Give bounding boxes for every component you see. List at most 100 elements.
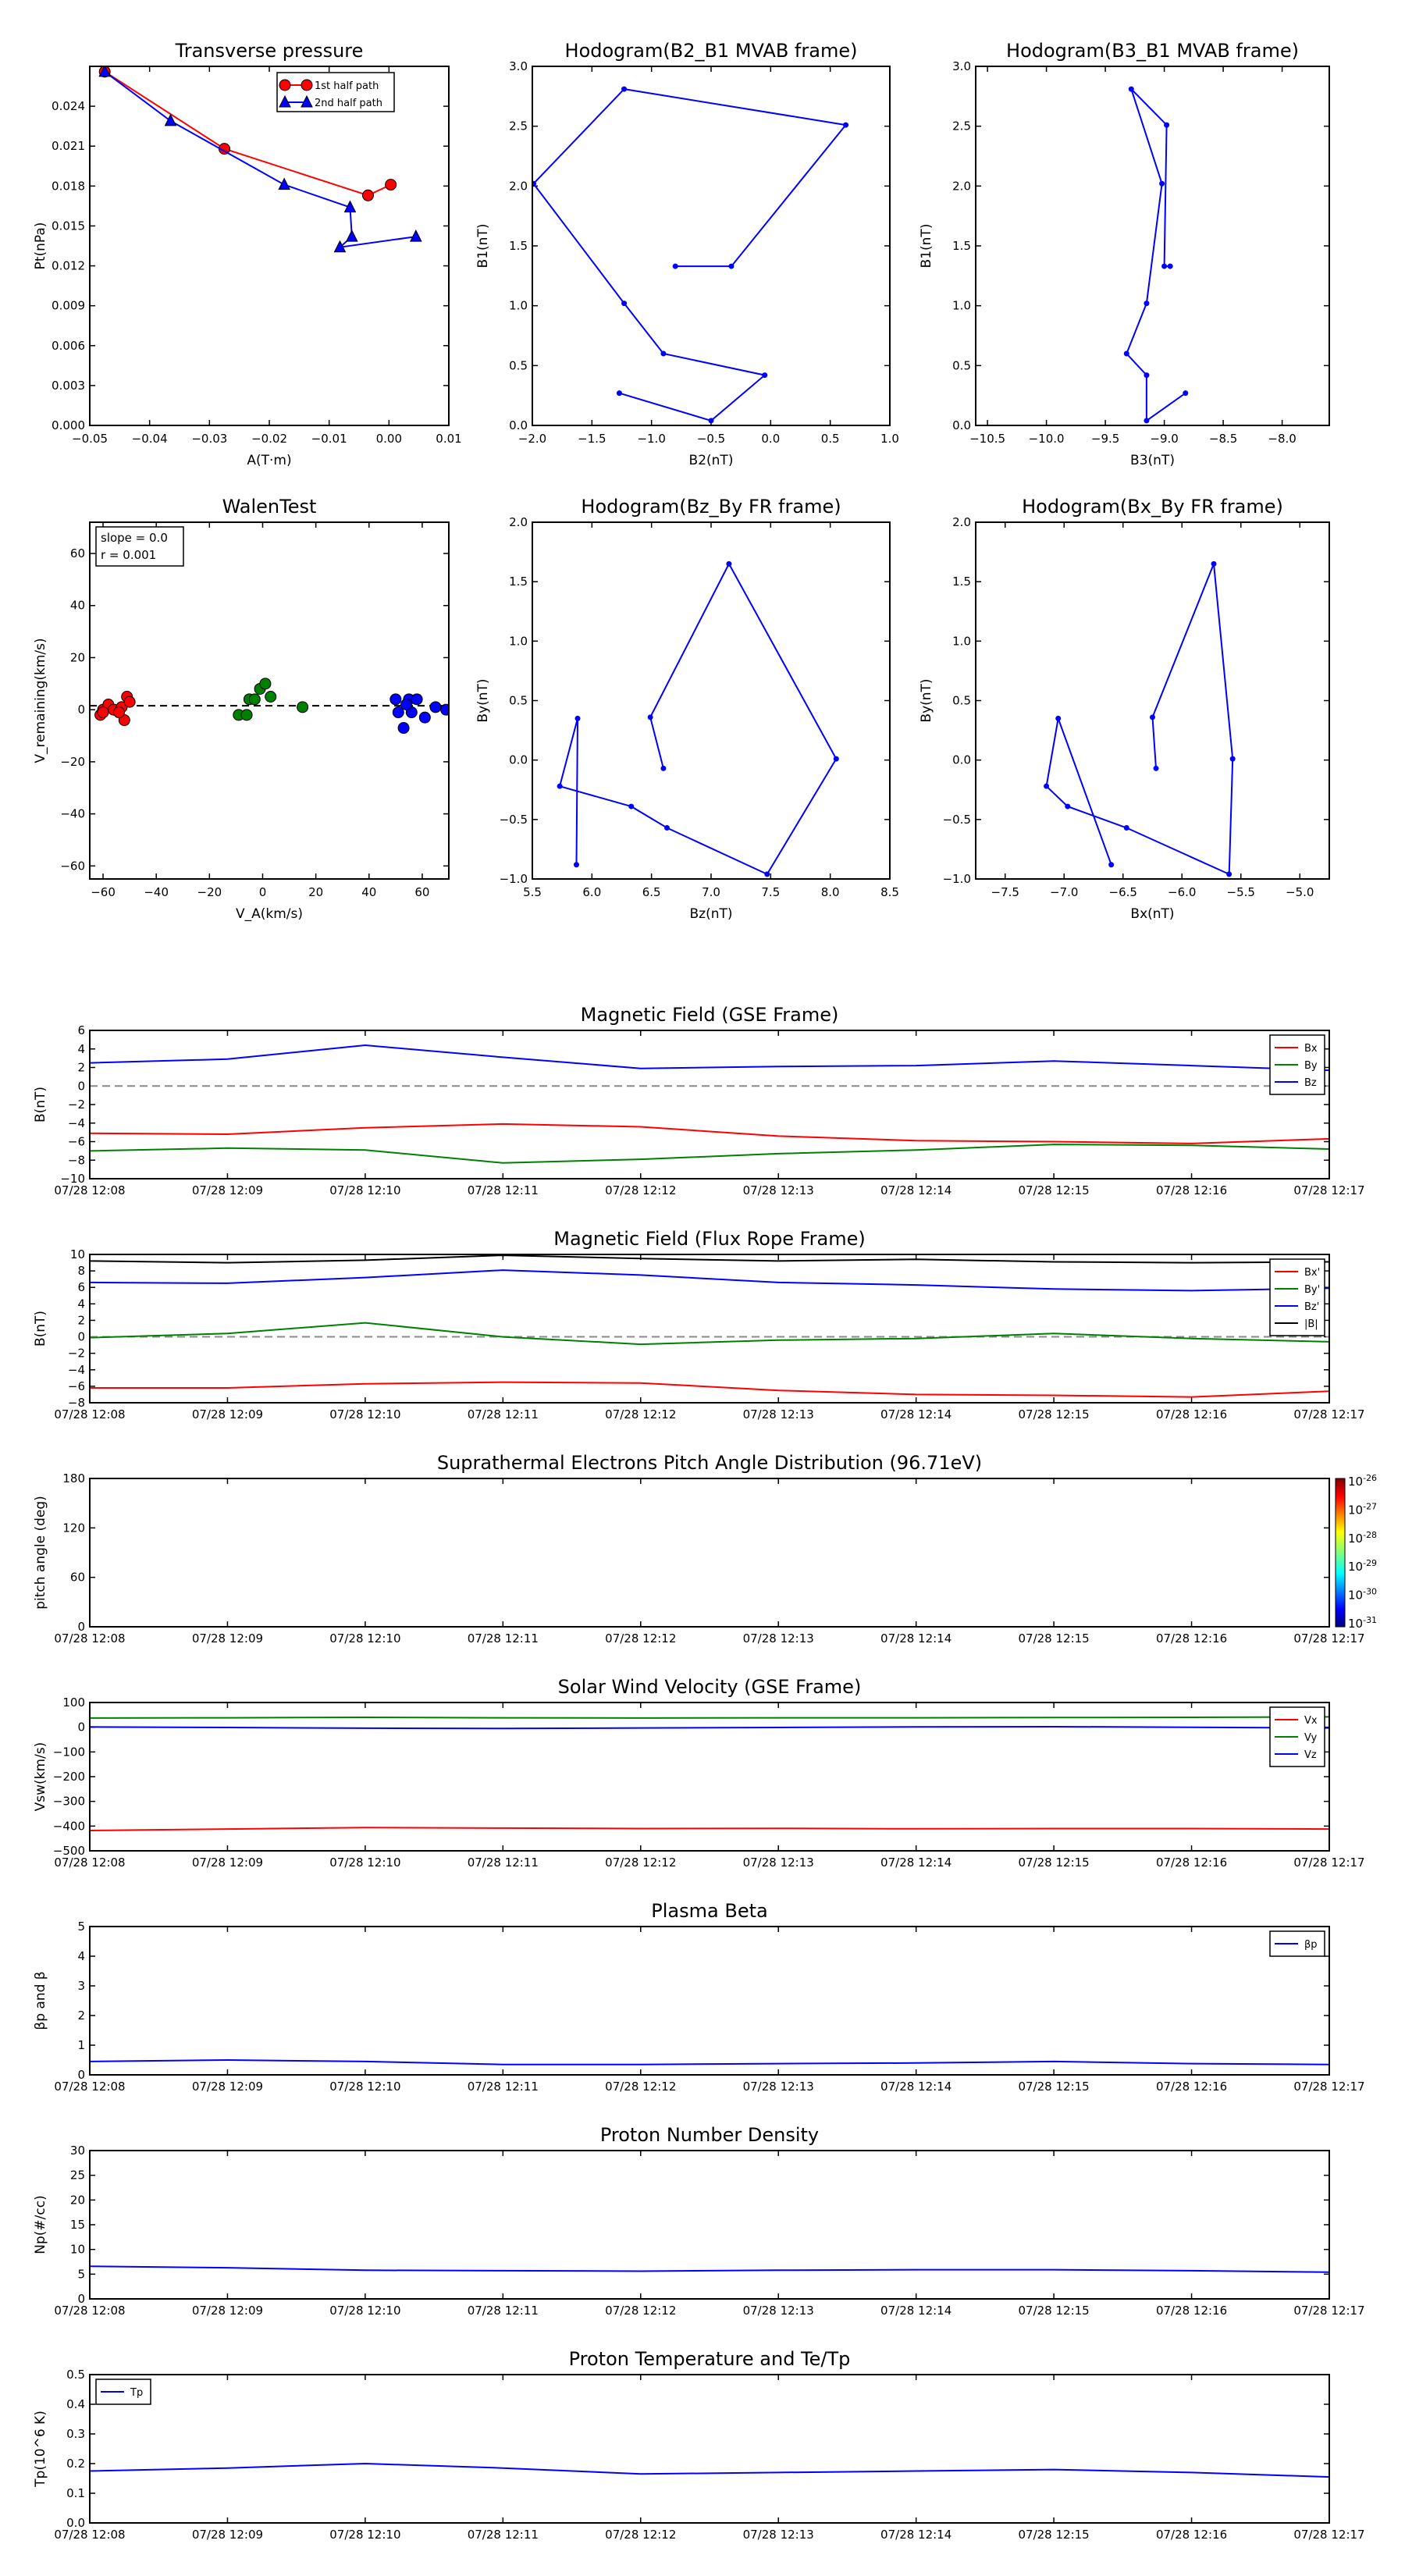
- walen-test-s2-point: [389, 693, 402, 706]
- hodogram-bx-by-series-line-0: [1045, 563, 1234, 876]
- walen-test-s2-point: [418, 711, 431, 724]
- hodogram-bx-by-s0-point: [1226, 871, 1232, 877]
- proton-density-time-label: 07/28 12:11: [468, 2304, 539, 2318]
- hodogram-bz-by-s0-point: [660, 765, 667, 771]
- proton-temperature-frame: [89, 2374, 1330, 2524]
- walen-test-ytick-label: 20: [70, 650, 85, 664]
- magnetic-field-gse-axes: Magnetic Field (GSE Frame) −10 −8 −6 −4 −2 0 2 4…: [33, 1004, 1365, 1197]
- proton-temperature-time-label: 07/28 12:15: [1018, 2528, 1089, 2542]
- walen-test-s0-point: [97, 706, 109, 719]
- plasma-beta-frame: [89, 1926, 1330, 2076]
- hodogram-b2-b1-axes: Hodogram(B2_B1 MVAB frame) 0.0 0.5 1.0 1.5 2.…: [475, 40, 899, 468]
- hodogram-bx-by-xtick-label: −7.0: [1050, 885, 1078, 899]
- hodogram-b2-b1-s0-point: [672, 263, 678, 269]
- solar-wind-velocity-time-label: 07/28 12:08: [54, 1856, 125, 1870]
- pitch-angle-colorbar-base: 10: [1348, 1617, 1363, 1631]
- pitch-angle-colorbar-label: 10-28: [1348, 1530, 1377, 1546]
- walen-test-s1-point: [240, 709, 253, 721]
- hodogram-bx-by-title: Hodogram(Bx_By FR frame): [1022, 496, 1283, 518]
- proton-temperature-plot-area: [90, 2462, 1329, 2478]
- transverse-pressure-legend-point: [301, 79, 313, 91]
- hodogram-b2-b1-s0-point: [621, 86, 628, 92]
- hodogram-bz-by-ytick-label: −0.5: [500, 813, 528, 827]
- proton-temperature-time-label: 07/28 12:14: [880, 2528, 951, 2542]
- magnetic-field-fr-time-label: 07/28 12:12: [605, 1407, 676, 1421]
- magnetic-field-fr-time-label: 07/28 12:11: [468, 1407, 539, 1421]
- hodogram-bx-by-ytick-label: 1.0: [952, 634, 971, 648]
- magnetic-field-gse-ytick-label: −2: [68, 1098, 85, 1112]
- pitch-angle-colorbar-label: 10-31: [1348, 1615, 1377, 1631]
- proton-temperature-time-label: 07/28 12:10: [329, 2528, 400, 2542]
- proton-temperature-time-label: 07/28 12:09: [192, 2528, 263, 2542]
- pitch-angle-colorbar-label: 10-29: [1348, 1558, 1377, 1574]
- hodogram-b2-b1-ytick-label: 3.0: [509, 59, 528, 73]
- hodogram-b3-b1-title: Hodogram(B3_B1 MVAB frame): [1006, 40, 1299, 62]
- walen-test-s2-point: [397, 722, 410, 735]
- hodogram-bz-by-ytick-label: 0.5: [509, 694, 528, 708]
- magnetic-field-gse-time-label: 07/28 12:13: [743, 1183, 814, 1197]
- hodogram-bx-by-axes: Hodogram(Bx_By FR frame) −1.0 −0.5 0.0 0.5 1.…: [919, 496, 1330, 922]
- hodogram-bz-by-s0-point: [764, 871, 770, 877]
- plasma-beta-plot-area: [90, 2058, 1329, 2065]
- hodogram-b2-b1-xtick-label: 0.5: [821, 432, 840, 446]
- proton-temperature-ytick-label: 0.4: [66, 2397, 85, 2411]
- hodogram-b2-b1-series-line-0: [532, 88, 848, 422]
- hodogram-b3-b1-xtick-label: −9.0: [1150, 432, 1178, 446]
- plasma-beta-ytick-label: 3: [77, 1979, 85, 1993]
- hodogram-bz-by-xtick-label: 8.0: [821, 885, 840, 899]
- hodogram-bz-by-title: Hodogram(Bz_By FR frame): [581, 496, 841, 518]
- plasma-beta-title: Plasma Beta: [651, 1900, 767, 1922]
- hodogram-b3-b1-ytick-label: 1.0: [952, 299, 971, 313]
- magnetic-field-gse-time-label: 07/28 12:12: [605, 1183, 676, 1197]
- hodogram-b2-b1-ytick-label: 0.0: [509, 418, 528, 432]
- plasma-beta-time-label: 07/28 12:14: [880, 2080, 951, 2094]
- hodogram-bx-by-plot-area: [1044, 560, 1236, 877]
- transverse-pressure-ytick-label: 0.021: [52, 139, 85, 153]
- transverse-pressure-legend-label: 1st half path: [315, 80, 379, 92]
- walen-test-xtick-label: 0: [259, 885, 267, 899]
- pitch-angle-ytick-label: 0: [77, 1620, 85, 1634]
- magnetic-field-fr-axes: Magnetic Field (Flux Rope Frame) −8 −6 −4 −2…: [33, 1228, 1365, 1421]
- transverse-pressure-ytick-label: 0.006: [52, 339, 85, 353]
- proton-density-time-label: 07/28 12:12: [605, 2304, 676, 2318]
- transverse-pressure-s1-point: [333, 240, 347, 253]
- hodogram-bx-by-s0-point: [1065, 803, 1071, 809]
- hodogram-bz-by-xtick-label: 7.5: [761, 885, 780, 899]
- pitch-angle-ytick-label: 180: [62, 1471, 85, 1485]
- transverse-pressure-ylabel: Pt(nPa): [33, 222, 48, 270]
- walen-test-axes: WalenTest −60 −40 −20 0 20 40 60 −60 −40 −20 0 20 40 6…: [33, 496, 450, 922]
- magnetic-field-fr-ytick-label: 6: [77, 1280, 85, 1294]
- hodogram-bx-by-ytick-label: 1.5: [952, 575, 971, 589]
- walen-test-ylabel: V_remaining(km/s): [33, 638, 48, 763]
- solar-wind-velocity-title: Solar Wind Velocity (GSE Frame): [558, 1676, 862, 1698]
- transverse-pressure-frame: [89, 66, 450, 426]
- magnetic-field-fr-frame: [89, 1254, 1330, 1404]
- hodogram-b3-b1-s0-point: [1128, 86, 1134, 92]
- transverse-pressure-s1-point: [343, 200, 357, 213]
- magnetic-field-gse-title: Magnetic Field (GSE Frame): [581, 1004, 839, 1026]
- solar-wind-velocity-ytick-label: −100: [53, 1745, 85, 1759]
- solar-wind-velocity-time-label: 07/28 12:12: [605, 1856, 676, 1870]
- hodogram-bx-by-ytick-label: 0.0: [952, 753, 971, 767]
- proton-temperature-time-label: 07/28 12:12: [605, 2528, 676, 2542]
- proton-temperature-time-label: 07/28 12:16: [1156, 2528, 1227, 2542]
- transverse-pressure-s1-point: [345, 229, 358, 242]
- transverse-pressure-legend-box: [276, 72, 395, 112]
- pitch-angle-colorbar-exponent: -30: [1363, 1587, 1377, 1597]
- proton-density-time-label: 07/28 12:13: [743, 2304, 814, 2318]
- hodogram-b3-b1-xtick-label: −10.0: [1029, 432, 1065, 446]
- pitch-angle-time-label: 07/28 12:16: [1156, 1631, 1227, 1646]
- hodogram-bz-by-s0-point: [726, 560, 732, 567]
- solar-wind-velocity-legend-label: Vz: [1304, 1749, 1317, 1761]
- proton-temperature-series-Tp: [90, 2462, 1329, 2478]
- transverse-pressure-ytick-label: 0.018: [52, 179, 85, 193]
- hodogram-b2-b1-xlabel: B2(nT): [689, 453, 734, 468]
- hodogram-bz-by-xtick-label: 7.0: [702, 885, 720, 899]
- transverse-pressure-series-line-0: [104, 70, 392, 197]
- magnetic-field-gse-series-By: [90, 1144, 1329, 1164]
- hodogram-b2-b1-xtick-label: 0.0: [761, 432, 780, 446]
- hodogram-b2-b1-xtick-label: −0.5: [697, 432, 725, 446]
- walen-test-s2-point: [392, 706, 404, 719]
- solar-wind-velocity-time-label: 07/28 12:15: [1018, 1856, 1089, 1870]
- walen-test-frame: [89, 521, 450, 880]
